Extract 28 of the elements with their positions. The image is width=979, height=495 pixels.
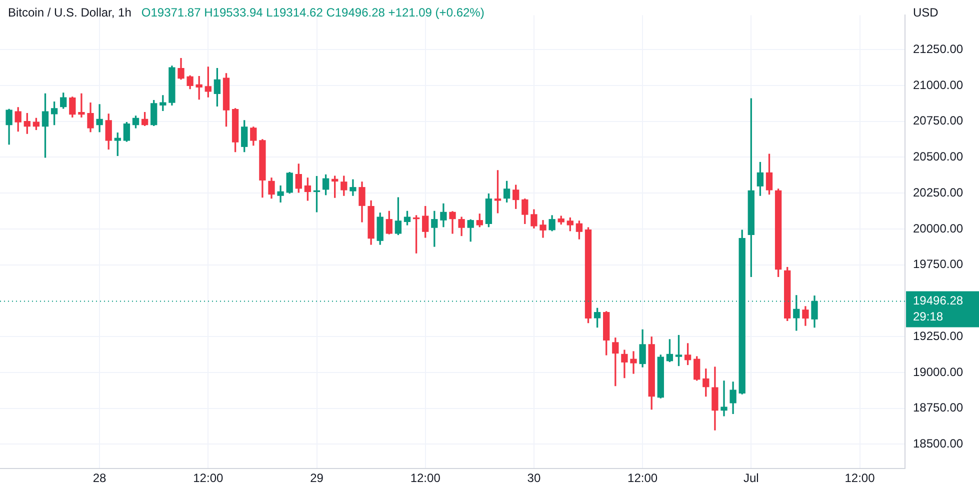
candlestick	[720, 380, 728, 416]
y-tick-label: 21000.00	[913, 78, 964, 92]
ref-line-label: 19496.28	[913, 294, 964, 308]
x-tick-label: 30	[527, 471, 541, 486]
chart-subtitle: O19371.87 H19533.94 L19314.62 C19496.28 +121.09 (+0.62%)	[141, 5, 484, 20]
y-tick-label: 20500.00	[913, 150, 964, 164]
x-tick-label: 28	[92, 471, 107, 486]
x-tick-label: Jul	[743, 471, 759, 486]
x-tick-label: 12:00	[193, 471, 224, 486]
text: 29:18	[913, 310, 944, 324]
y-tick-label: 21250.00	[913, 42, 964, 56]
y-tick-label: 20250.00	[913, 185, 964, 200]
y-tick-label: 20000.00	[913, 221, 964, 236]
candlestick	[630, 351, 637, 374]
y-tick-label: 20750.00	[913, 114, 964, 128]
y-tick-label: 18500.00	[913, 436, 964, 451]
candlestick	[96, 104, 103, 132]
chart-title: Bitcoin / U.S. Dollar, 1h	[8, 5, 132, 20]
y-tick-label: 18750.00	[913, 400, 964, 415]
y-tick-label: 19750.00	[913, 257, 964, 272]
x-tick-label: 12:00	[844, 471, 876, 486]
y-tick-label: 19250.00	[913, 328, 964, 343]
y-axis-title: USD	[913, 5, 939, 20]
x-tick-label: 29	[310, 471, 324, 486]
y-tick-label: 19000.00	[913, 364, 964, 379]
candlestick	[78, 93, 85, 118]
x-tick-label: 12:00	[628, 471, 658, 486]
x-tick-label: 12:00	[410, 471, 441, 486]
